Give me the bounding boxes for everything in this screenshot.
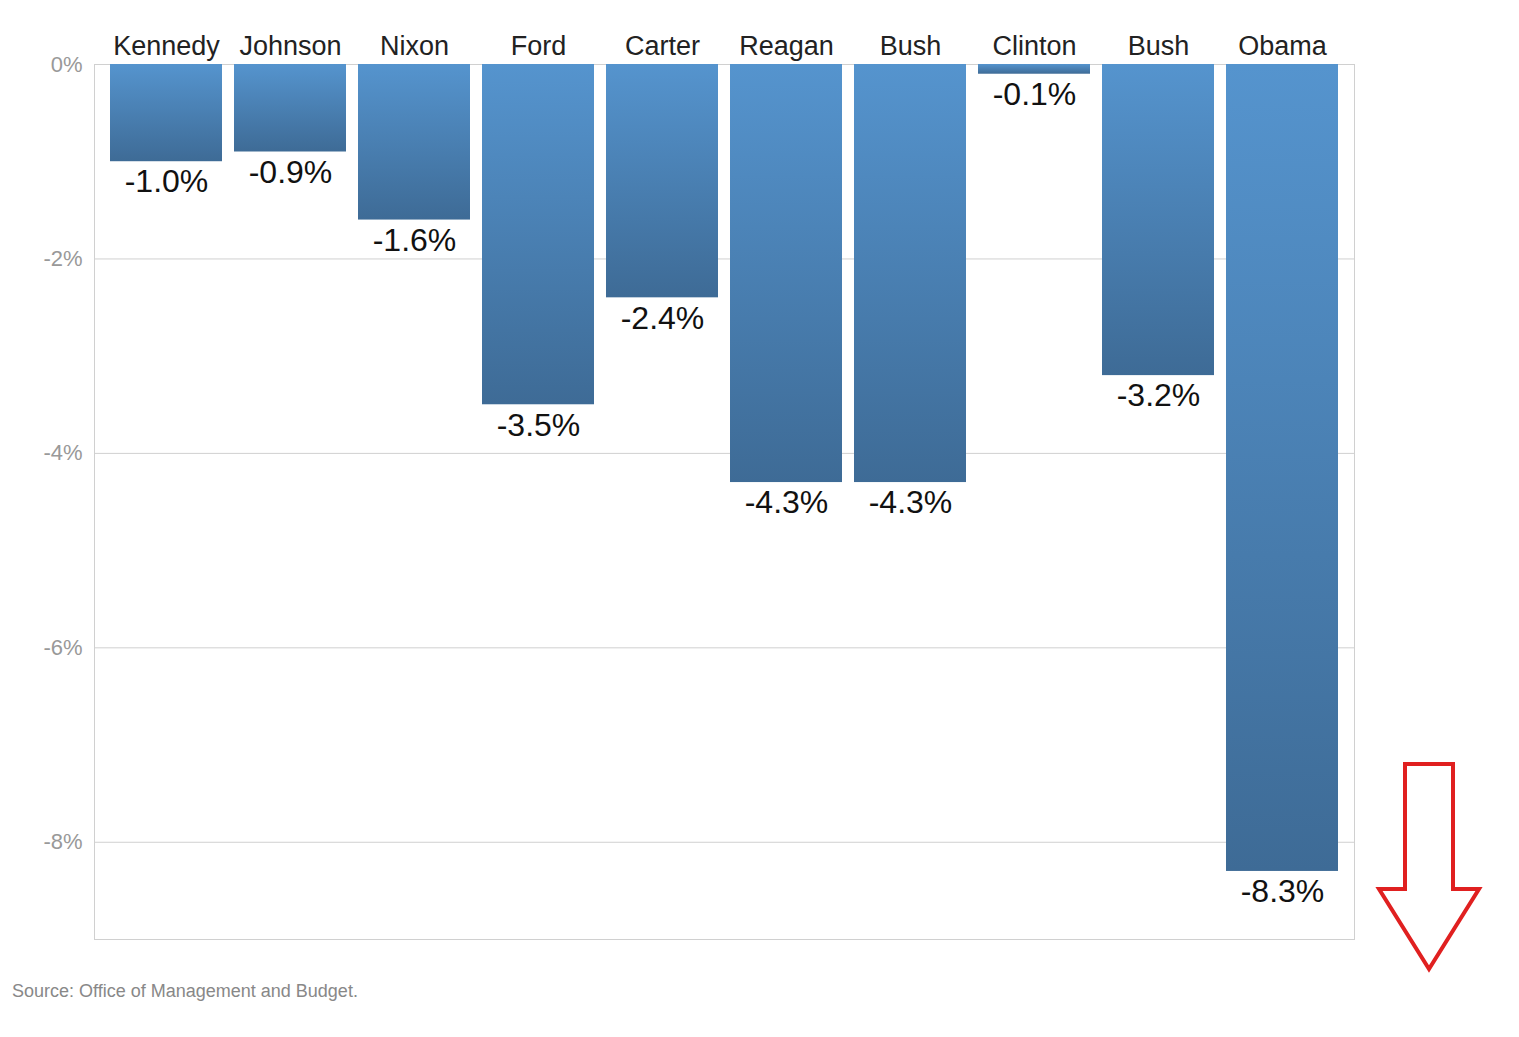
html-text:Source: Office of Management a: Source: Office of Management and Budget. bbox=[12, 981, 358, 1001]
svg-text:-6%: -6% bbox=[43, 635, 82, 660]
svg-text:-1.6%: -1.6% bbox=[373, 222, 457, 258]
svg-text:-1.0%: -1.0% bbox=[125, 163, 209, 199]
svg-text:-2%: -2% bbox=[43, 246, 82, 271]
svg-text:Nixon: Nixon bbox=[380, 31, 449, 61]
svg-text:-3.2%: -3.2% bbox=[1117, 377, 1201, 413]
svg-text:Johnson: Johnson bbox=[239, 31, 341, 61]
svg-text:-3.5%: -3.5% bbox=[497, 406, 581, 442]
svg-text:Reagan: Reagan bbox=[739, 31, 834, 61]
svg-text:Bush: Bush bbox=[1128, 31, 1190, 61]
svg-text:Clinton: Clinton bbox=[992, 31, 1076, 61]
svg-text:Ford: Ford bbox=[511, 31, 567, 61]
svg-text:-8%: -8% bbox=[43, 829, 82, 854]
svg-text:Bush: Bush bbox=[880, 31, 942, 61]
svg-text:Carter: Carter bbox=[625, 31, 700, 61]
svg-text:-4.3%: -4.3% bbox=[869, 484, 953, 520]
svg-text:-4%: -4% bbox=[43, 440, 82, 465]
svg-text:-4.3%: -4.3% bbox=[745, 484, 829, 520]
svg-text:-8.3%: -8.3% bbox=[1241, 873, 1325, 909]
svg-text:0%: 0% bbox=[51, 52, 83, 77]
svg-text:-2.4%: -2.4% bbox=[621, 300, 705, 336]
svg-text:-0.1%: -0.1% bbox=[993, 76, 1077, 112]
svg-text:Kennedy: Kennedy bbox=[113, 31, 220, 61]
svg-text:-0.9%: -0.9% bbox=[249, 154, 333, 190]
svg-text:Obama: Obama bbox=[1238, 31, 1328, 61]
